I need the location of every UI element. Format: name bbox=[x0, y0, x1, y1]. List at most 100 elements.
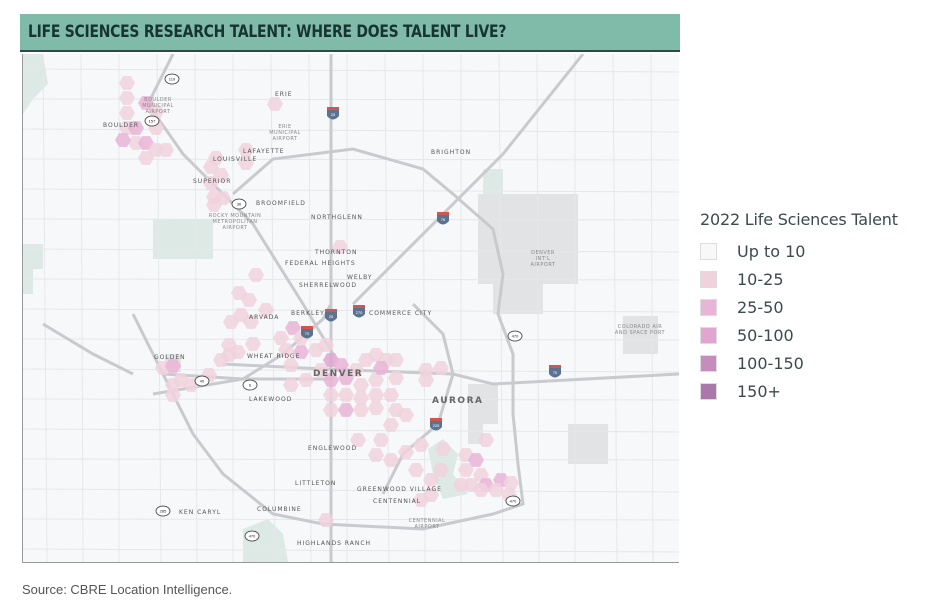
hexbin bbox=[298, 373, 314, 387]
hexbin bbox=[433, 463, 449, 477]
label-englewood: ENGLEWOOD bbox=[308, 445, 357, 452]
route-number: 157 bbox=[149, 119, 156, 124]
hexbin bbox=[248, 268, 264, 282]
hexbin bbox=[203, 176, 219, 190]
airport-label-line: ROCKY MOUNTAIN bbox=[209, 213, 262, 219]
hexbin bbox=[350, 433, 366, 447]
hexbin bbox=[243, 315, 259, 329]
route-shield: 285 bbox=[155, 505, 171, 517]
interstate-number: 25 bbox=[329, 314, 334, 319]
legend-item: Up to 10 bbox=[700, 237, 898, 265]
hexbin bbox=[373, 433, 389, 447]
airport-label-denver-intl: DENVER INT'L AIRPORT bbox=[531, 250, 556, 268]
label-denver: DENVER bbox=[313, 369, 363, 379]
hexbin bbox=[318, 338, 334, 352]
label-broomfield: BROOMFIELD bbox=[256, 200, 306, 207]
highways bbox=[42, 54, 679, 562]
hexbin bbox=[468, 453, 484, 467]
label-welby: WELBY bbox=[347, 274, 373, 281]
hexbin bbox=[323, 403, 339, 417]
hexbin bbox=[119, 76, 135, 90]
label-sherrelwood: SHERRELWOOD bbox=[299, 282, 357, 289]
hexbin bbox=[158, 143, 174, 157]
hexbin bbox=[148, 105, 164, 119]
page-title: LIFE SCIENCES RESEARCH TALENT: WHERE DOE… bbox=[28, 22, 507, 42]
airport-label-line: AND SPACE PORT bbox=[615, 330, 666, 336]
legend-label: 10-25 bbox=[737, 269, 784, 289]
airport-label-centennial: CENTENNIAL AIRPORT bbox=[409, 518, 446, 530]
hexbin bbox=[503, 476, 519, 490]
route-number: 6 bbox=[249, 383, 252, 388]
route-shield: 119 bbox=[164, 73, 180, 85]
airport-areas bbox=[165, 194, 658, 464]
hexbin bbox=[488, 483, 504, 497]
hexbin bbox=[138, 96, 154, 110]
airport-label-line: INT'L bbox=[536, 256, 551, 262]
hexbin bbox=[353, 378, 369, 392]
airport-label-colorado-air: COLORADO AIR AND SPACE PORT bbox=[615, 324, 666, 336]
hexbin bbox=[323, 373, 339, 387]
airport-label-line: COLORADO AIR bbox=[618, 324, 662, 330]
hexbin bbox=[203, 160, 219, 174]
hexbin bbox=[238, 143, 254, 157]
interstate-number: 70 bbox=[553, 370, 558, 375]
hexbin bbox=[338, 403, 354, 417]
hexbin bbox=[293, 345, 309, 359]
title-bar: LIFE SCIENCES RESEARCH TALENT: WHERE DOE… bbox=[20, 14, 680, 52]
hexbin bbox=[383, 388, 399, 402]
interstate-shield: 270 bbox=[353, 305, 365, 318]
hexbin bbox=[368, 373, 384, 387]
label-wheat-ridge: WHEAT RIDGE bbox=[247, 353, 300, 360]
legend: 2022 Life Sciences Talent Up to 10 10-25 2… bbox=[700, 210, 898, 405]
hexbin bbox=[165, 388, 181, 402]
airport-label-line: CENTENNIAL bbox=[409, 518, 446, 524]
airport-label-line: METROPOLITAN bbox=[213, 219, 258, 225]
hexbin bbox=[213, 168, 229, 182]
hexbin bbox=[408, 463, 424, 477]
label-lafayette: LAFAYETTE bbox=[243, 148, 285, 155]
label-aurora: AURORA bbox=[432, 396, 483, 406]
interstate-number: 25 bbox=[331, 112, 336, 117]
hexbin bbox=[338, 388, 354, 402]
hexbin bbox=[323, 388, 339, 402]
legend-title: 2022 Life Sciences Talent bbox=[700, 210, 898, 229]
legend-swatch bbox=[700, 354, 717, 372]
hexbin bbox=[398, 408, 414, 422]
hexbin bbox=[368, 448, 384, 462]
airport-label-line: AIRPORT bbox=[273, 136, 298, 142]
route-number: 36 bbox=[237, 202, 242, 207]
label-arvada: ARVADA bbox=[249, 314, 279, 321]
interstate-number: 270 bbox=[356, 310, 363, 315]
hexbin bbox=[383, 453, 399, 467]
label-boulder: BOULDER bbox=[103, 122, 139, 129]
route-shield: 6 bbox=[242, 379, 258, 391]
label-erie: ERIE bbox=[275, 91, 293, 98]
airport-label-line: AIRPORT bbox=[415, 524, 440, 530]
label-northglenn: NORTHGLENN bbox=[311, 214, 363, 221]
hexbin bbox=[233, 308, 249, 322]
interstate-shield: 70 bbox=[549, 365, 561, 378]
legend-item: 10-25 bbox=[700, 265, 898, 293]
airport-label-line: BOULDER bbox=[144, 97, 172, 103]
hexbin bbox=[333, 358, 349, 372]
interstate-number: 70 bbox=[305, 331, 310, 336]
route-number: 470 bbox=[512, 334, 519, 339]
hexbin bbox=[368, 388, 384, 402]
hexbin bbox=[413, 493, 429, 507]
hexbin bbox=[165, 359, 181, 373]
hexbin bbox=[138, 151, 154, 165]
highway-shields: 25 76 25 270 70 225 70 119 157 36 40 6 470 285 470 470 bbox=[144, 73, 561, 542]
route-number: 470 bbox=[249, 534, 256, 539]
legend-item: 100-150 bbox=[700, 349, 898, 377]
legend-label: Up to 10 bbox=[737, 241, 806, 261]
route-shield: 470 bbox=[507, 330, 523, 342]
legend-label: 100-150 bbox=[737, 353, 804, 373]
label-louisville: LOUISVILLE bbox=[213, 156, 257, 163]
hexbin bbox=[383, 418, 399, 432]
hexbin bbox=[283, 378, 299, 392]
hexbin bbox=[388, 353, 404, 367]
hexbin bbox=[413, 438, 429, 452]
legend-label: 150+ bbox=[737, 381, 781, 401]
hexbin bbox=[258, 303, 274, 317]
hexbin bbox=[435, 442, 451, 456]
